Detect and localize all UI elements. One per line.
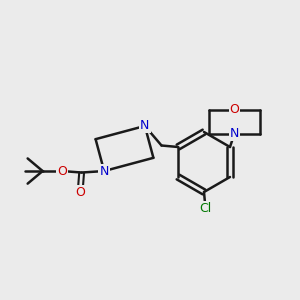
Text: O: O <box>230 103 239 116</box>
Text: N: N <box>140 119 149 133</box>
Text: O: O <box>75 185 85 199</box>
Text: O: O <box>57 164 67 178</box>
Text: Cl: Cl <box>200 202 211 215</box>
Text: N: N <box>100 164 109 178</box>
Text: N: N <box>230 127 239 140</box>
